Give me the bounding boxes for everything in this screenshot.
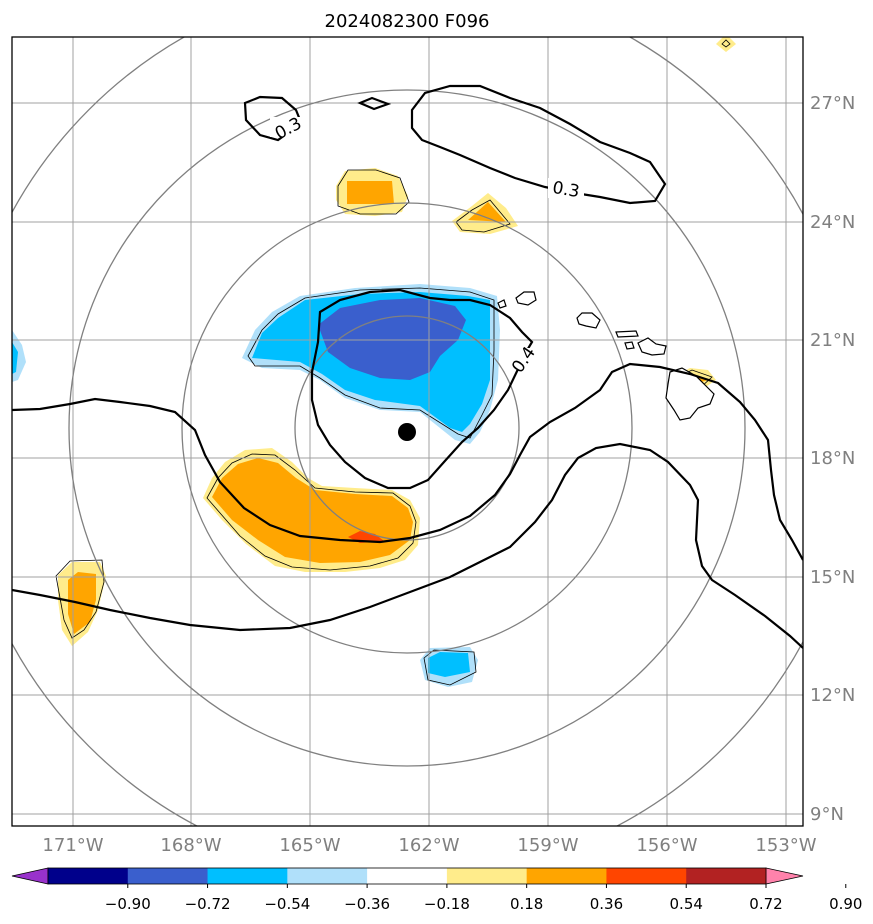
colorbar-tick-label: 0.90 <box>829 895 862 913</box>
plot-border <box>11 36 804 827</box>
colorbar-segment <box>526 868 607 884</box>
lon-tick-label: 159°W <box>517 835 578 856</box>
colorbar-tick-label: 0.72 <box>749 895 782 913</box>
lon-tick-label: 153°W <box>755 835 816 856</box>
island-kauai <box>515 291 537 306</box>
colorbar-tick-label: −0.54 <box>264 895 310 913</box>
contour-0.3-wave <box>12 362 803 561</box>
range-ring-1 <box>294 315 520 541</box>
contour-label-2: 0.3 <box>551 178 581 202</box>
lon-tick-label: 168°W <box>160 835 221 856</box>
contour-label-bg-3 <box>506 348 542 370</box>
shaded-outlines <box>55 169 713 686</box>
outline-west <box>55 559 105 639</box>
colorbar-segment <box>686 868 767 884</box>
colorbar-segment <box>48 868 129 884</box>
colorbar-segment <box>207 868 288 884</box>
lat-tick-label: 21°N <box>810 330 855 351</box>
outline-orange <box>206 453 417 571</box>
colorbar-tick-label: −0.72 <box>185 895 231 913</box>
colorbar-frame <box>47 867 767 885</box>
colorbar-segment <box>446 868 528 884</box>
island-lanai <box>624 341 635 350</box>
storm-center-marker <box>398 423 416 441</box>
colorbar-tick-label: −0.90 <box>105 895 151 913</box>
lon-tick-label: 165°W <box>279 835 340 856</box>
outline-blue <box>247 287 495 439</box>
contour-small-north <box>357 96 392 111</box>
lon-tick-label: 162°W <box>398 835 459 856</box>
lat-tick-label: 9°N <box>810 804 844 825</box>
colorbar-segment <box>367 868 448 884</box>
contour-southern <box>12 442 803 649</box>
range-ring-2 <box>181 202 633 654</box>
lat-tick-label: 15°N <box>810 567 855 588</box>
colorbar-tick-label: 0.54 <box>670 895 703 913</box>
figure-title: 2024082300 F096 <box>325 11 490 32</box>
coastline-hawaii <box>497 291 715 421</box>
island-niihau <box>497 299 507 309</box>
lat-tick-labels: 27°N 24°N 21°N 18°N 15°N 12°N 9°N <box>810 93 855 825</box>
lon-tick-labels: 171°W 168°W 165°W 162°W 159°W 156°W 153°… <box>42 835 816 856</box>
lon-tick-label: 171°W <box>42 835 103 856</box>
outline-south <box>423 649 477 686</box>
contour-label-bg-2 <box>548 178 584 198</box>
contour-0.3-north <box>410 84 667 205</box>
positive-anomaly-northeast-core <box>468 202 506 222</box>
colorbar-tick-label: 0.36 <box>590 895 623 913</box>
map-area: 0.3 0.3 0.4 <box>12 37 803 826</box>
colorbar-tick-label: −0.36 <box>344 895 390 913</box>
colorbar-segment <box>127 868 209 884</box>
colorbar: −0.90 −0.72 −0.54 −0.36 −0.18 0.18 0.36 0.54 0.7… <box>11 867 862 913</box>
colorbar-extend-high <box>765 867 804 885</box>
outline-northeast <box>455 199 511 233</box>
contour-0.4-closed <box>310 288 534 490</box>
bold-contours <box>12 84 803 649</box>
lat-tick-label: 12°N <box>810 685 855 706</box>
lat-tick-label: 18°N <box>810 448 855 469</box>
lat-tick-label: 27°N <box>810 93 855 114</box>
island-maui <box>637 337 667 356</box>
lon-tick-label: 156°W <box>636 835 697 856</box>
colorbar-tick-label: 0.18 <box>510 895 543 913</box>
positive-anomaly-corner <box>716 37 736 52</box>
positive-anomaly-corner-outline <box>721 39 731 48</box>
lat-lon-grid <box>12 37 803 826</box>
colorbar-extend-low <box>11 867 49 885</box>
colorbar-segment <box>287 868 368 884</box>
island-molokai <box>615 330 639 338</box>
contour-label-bg-1 <box>270 117 306 137</box>
negative-anomaly-west-core <box>12 342 18 374</box>
colorbar-tick-label: −0.18 <box>424 895 470 913</box>
shaded-field <box>12 37 736 687</box>
island-oahu <box>576 312 601 329</box>
colorbar-segment <box>606 868 687 884</box>
positive-anomaly-mid <box>212 458 413 563</box>
positive-anomaly-north-core <box>347 181 394 204</box>
range-ring-3 <box>68 89 746 767</box>
outline-north <box>337 169 410 215</box>
negative-anomaly-south-core <box>428 652 470 677</box>
lat-tick-label: 24°N <box>810 212 855 233</box>
range-rings <box>12 37 803 826</box>
